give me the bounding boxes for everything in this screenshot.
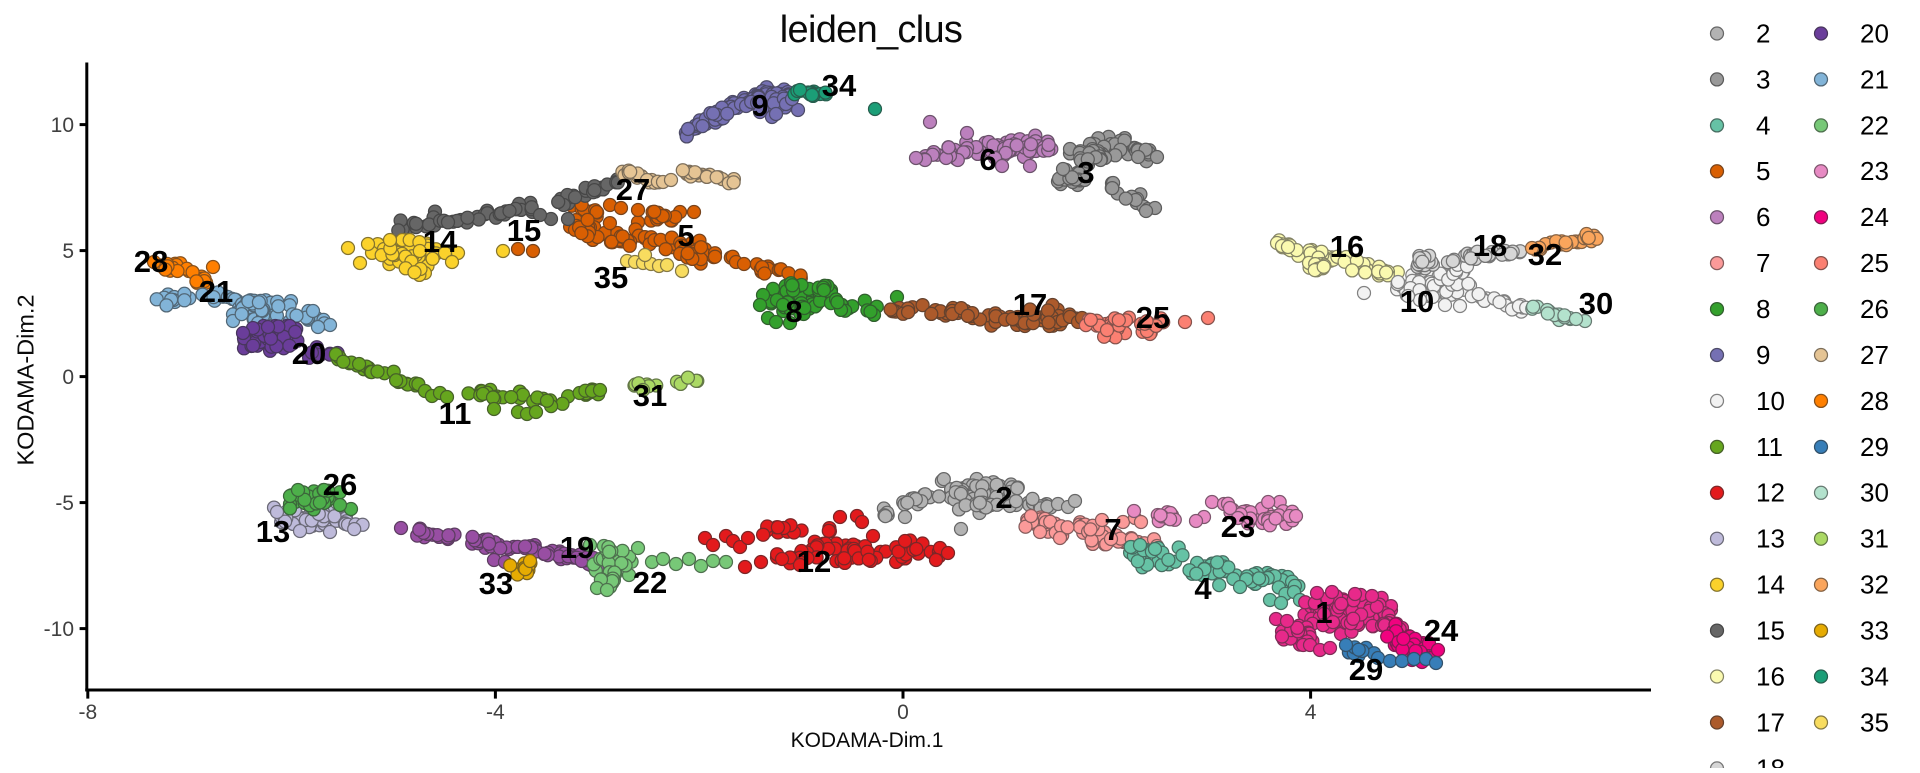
svg-text:14: 14 xyxy=(1756,570,1785,600)
svg-text:26: 26 xyxy=(323,467,357,502)
svg-text:24: 24 xyxy=(1424,613,1459,648)
svg-text:31: 31 xyxy=(1860,524,1889,554)
svg-text:27: 27 xyxy=(616,172,650,207)
svg-text:12: 12 xyxy=(797,544,831,579)
svg-text:32: 32 xyxy=(1860,570,1889,600)
svg-text:29: 29 xyxy=(1860,432,1889,462)
svg-text:-4: -4 xyxy=(486,701,505,724)
svg-text:24: 24 xyxy=(1860,202,1889,232)
svg-text:6: 6 xyxy=(979,142,996,177)
svg-text:29: 29 xyxy=(1349,652,1383,687)
svg-text:leiden_clus: leiden_clus xyxy=(780,9,962,51)
svg-text:34: 34 xyxy=(1860,661,1889,691)
svg-text:6: 6 xyxy=(1756,202,1770,232)
svg-text:0: 0 xyxy=(897,701,909,724)
svg-text:17: 17 xyxy=(1013,287,1047,322)
svg-text:22: 22 xyxy=(1860,110,1889,140)
svg-text:14: 14 xyxy=(423,224,458,259)
svg-text:10: 10 xyxy=(1400,284,1434,319)
svg-text:KODAMA-Dim.2: KODAMA-Dim.2 xyxy=(13,294,39,465)
svg-text:20: 20 xyxy=(292,336,326,371)
svg-text:19: 19 xyxy=(560,530,594,565)
svg-text:33: 33 xyxy=(1860,616,1889,646)
svg-text:15: 15 xyxy=(507,213,541,248)
svg-text:3: 3 xyxy=(1756,64,1770,94)
svg-text:17: 17 xyxy=(1756,707,1785,737)
svg-text:27: 27 xyxy=(1860,340,1889,370)
svg-text:25: 25 xyxy=(1860,248,1889,278)
svg-text:11: 11 xyxy=(439,396,472,431)
svg-text:30: 30 xyxy=(1579,286,1613,321)
svg-text:7: 7 xyxy=(1104,512,1121,547)
svg-text:2: 2 xyxy=(1756,18,1770,48)
svg-text:34: 34 xyxy=(822,68,857,103)
svg-text:33: 33 xyxy=(479,566,513,601)
svg-text:10: 10 xyxy=(51,114,74,137)
svg-text:-10: -10 xyxy=(44,618,74,641)
svg-text:13: 13 xyxy=(256,514,290,549)
svg-text:4: 4 xyxy=(1194,571,1212,606)
svg-text:23: 23 xyxy=(1221,509,1255,544)
svg-text:5: 5 xyxy=(677,218,694,253)
svg-text:1: 1 xyxy=(1315,595,1332,630)
svg-text:3: 3 xyxy=(1077,155,1094,190)
svg-text:8: 8 xyxy=(1756,294,1770,324)
svg-text:35: 35 xyxy=(1860,707,1889,737)
svg-text:30: 30 xyxy=(1860,478,1889,508)
svg-text:21: 21 xyxy=(199,274,233,309)
svg-text:4: 4 xyxy=(1305,701,1317,724)
svg-text:13: 13 xyxy=(1756,524,1785,554)
svg-text:18: 18 xyxy=(1473,228,1507,263)
svg-text:9: 9 xyxy=(1756,340,1770,370)
svg-text:28: 28 xyxy=(134,244,168,279)
svg-text:35: 35 xyxy=(594,260,628,295)
svg-text:-5: -5 xyxy=(55,492,74,515)
svg-text:31: 31 xyxy=(633,378,667,413)
svg-text:25: 25 xyxy=(1136,300,1170,335)
svg-text:23: 23 xyxy=(1860,156,1889,186)
svg-text:8: 8 xyxy=(785,294,802,329)
svg-text:21: 21 xyxy=(1860,64,1889,94)
svg-text:4: 4 xyxy=(1756,110,1770,140)
svg-text:11: 11 xyxy=(1756,432,1783,462)
svg-text:0: 0 xyxy=(62,366,74,389)
svg-text:5: 5 xyxy=(62,240,74,263)
svg-text:10: 10 xyxy=(1756,386,1785,416)
svg-text:12: 12 xyxy=(1756,478,1785,508)
svg-text:-8: -8 xyxy=(78,701,97,724)
svg-text:5: 5 xyxy=(1756,156,1770,186)
svg-text:2: 2 xyxy=(995,480,1012,515)
svg-text:18: 18 xyxy=(1756,753,1785,768)
svg-text:26: 26 xyxy=(1860,294,1889,324)
svg-text:KODAMA-Dim.1: KODAMA-Dim.1 xyxy=(791,729,944,752)
svg-text:28: 28 xyxy=(1860,386,1889,416)
svg-text:32: 32 xyxy=(1528,237,1562,272)
svg-text:16: 16 xyxy=(1330,229,1364,264)
svg-text:22: 22 xyxy=(633,565,667,600)
svg-text:20: 20 xyxy=(1860,18,1889,48)
svg-text:9: 9 xyxy=(751,88,768,123)
svg-text:16: 16 xyxy=(1756,661,1785,691)
svg-text:15: 15 xyxy=(1756,616,1785,646)
svg-text:7: 7 xyxy=(1756,248,1770,278)
